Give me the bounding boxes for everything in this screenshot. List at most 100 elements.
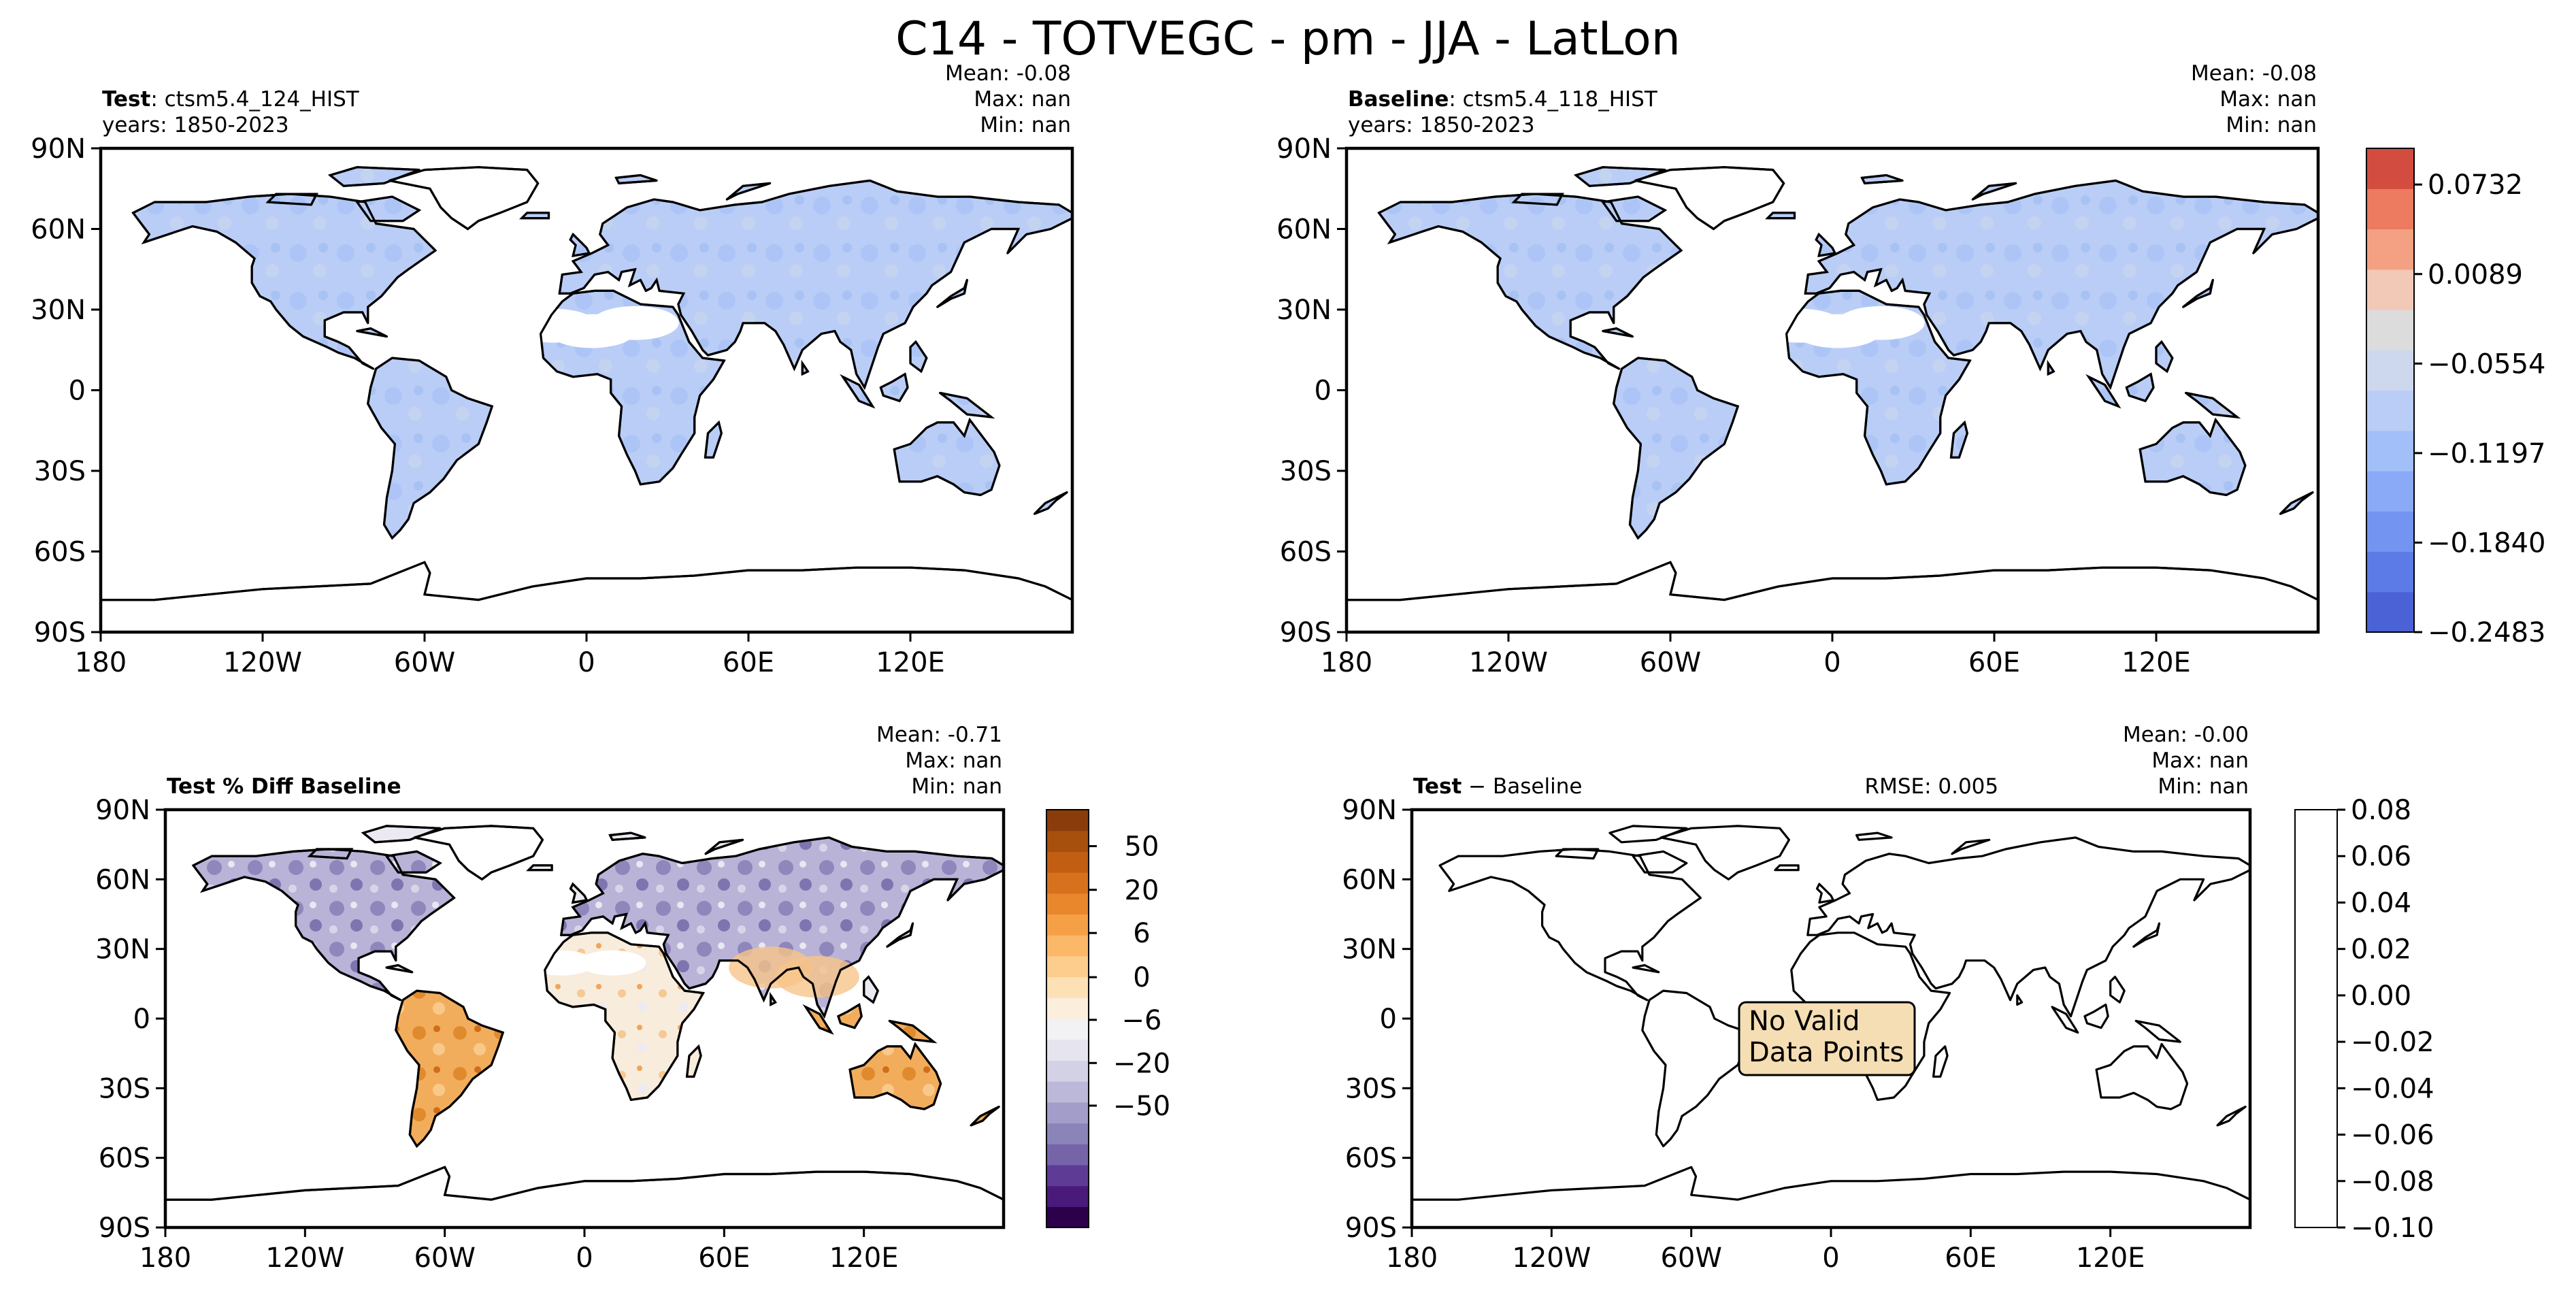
coastline [265,193,318,206]
land-madagascar [1932,1045,1949,1078]
x-tick-label: 120W [223,647,302,678]
coastline [726,182,771,201]
colorbar-tick-label: −20 [1113,1048,1170,1079]
y-tick-label: 90N [95,795,150,826]
land-sumatra [2051,1006,2079,1034]
colorbar-tick-label: 0 [1133,962,1150,993]
colorbar-swatch [1046,1081,1089,1103]
coastline [970,1106,1000,1127]
coast-greenland [413,825,544,880]
coastline [2185,391,2241,419]
colorbar-swatch [2366,188,2414,230]
coastline [539,289,726,486]
map-area [1412,825,2250,1227]
coastline [802,1004,834,1035]
colorbar-swatch [1046,955,1089,978]
coastline [101,561,1072,632]
land-australia [848,1042,942,1110]
panel-label-rest: − Baseline [1462,774,1582,799]
coastline [886,923,914,948]
coastline [2085,374,2121,409]
coastline [526,864,553,872]
panel-label-bold: Baseline [1348,87,1449,112]
annotation-line-2: Data Points [1749,1037,1904,1068]
colorbar-swatch [2366,430,2414,472]
x-tick-label: 60W [414,1242,475,1274]
coastline [165,1166,1004,1227]
panel-label: Test − Baseline [1413,774,1582,799]
land-texture [1767,212,1795,218]
land-japan [2132,922,2161,948]
y-tick-label: 60N [1276,214,1332,246]
panel-pct-diff: 180 120W 60W 0 60E 120E 90N 60N 30N 0 30S 60S 90S Mea… [95,723,1170,1274]
coastline [1613,357,1740,540]
coastline [1860,174,1903,185]
coastline [2139,417,2247,497]
colorbar-swatch [1046,1185,1089,1207]
colorbar-tick-label: 0.04 [2351,887,2411,919]
coastline [863,975,879,1004]
land-southAmerica [1641,989,1751,1148]
coastline [939,391,995,419]
colorbar-tick-label: 0.00 [2351,980,2411,1012]
land-texture [2126,374,2153,401]
colorbar-swatch [1046,997,1089,1019]
coastline [685,1044,702,1078]
coastline [1785,289,1972,486]
coastline [518,212,550,220]
land-northAmerica [1438,848,1702,1002]
coastline [414,825,544,881]
coast-antarctica [101,561,1072,632]
land-texture [559,180,1072,388]
land-texture [367,358,493,538]
colorbar-swatch [1046,935,1089,957]
coastline [608,831,646,841]
colorbar-tick-label: −0.1197 [2428,438,2545,469]
coastline [1972,182,2017,201]
y-tick-label: 60S [99,1143,150,1174]
colorbar-swatch [2366,229,2414,270]
annotation-line-1: No Valid [1749,1006,1860,1037]
y-tick-label: 90N [1276,133,1332,165]
coast-antarctica [1412,1166,2250,1227]
coastline [1602,327,1634,338]
coastline [2125,372,2155,403]
land-victoria [1555,848,1600,860]
land-texture [2183,280,2213,308]
panel-years: years: 1850-2023 [102,113,289,137]
x-tick-label: 180 [75,647,127,678]
y-tick-label: 60N [1342,864,1397,895]
land-texture [2140,420,2245,495]
y-tick-label: 30S [1345,1073,1397,1104]
annotation-box [1738,1001,1916,1076]
coastline [801,359,810,376]
colorbar-tick-label: −0.2483 [2428,617,2545,648]
land-baffin [1632,850,1688,874]
y-tick-label: 0 [133,1004,150,1035]
stat-max: Max: nan [974,87,1071,112]
colorbar-swatch [2366,269,2414,310]
land-texture [940,393,991,417]
x-tick-label: 180 [139,1242,191,1274]
colorbar-frame [2294,809,2338,1228]
coastline [889,1019,938,1044]
x-tick-label: 60E [698,1242,750,1274]
stat-mean: Mean: -0.71 [876,723,1002,747]
y-tick-label: 60S [1345,1143,1397,1174]
colorbar-swatch [1046,810,1089,831]
coastline [569,882,589,904]
x-tick-label: 0 [578,647,595,678]
x-tick-label: 60W [1640,647,1701,678]
colorbar-swatch [2366,551,2414,593]
stat-min: Min: nan [911,774,1002,799]
colorbar-tick-label: −0.02 [2351,1027,2434,1058]
coastline [1600,195,1668,222]
panel-test: 180 120W 60W 0 60E 120E 90N 60N 30N 0 30S 60S 90S Mea… [31,61,1074,678]
y-tick-label: 0 [69,376,86,407]
x-tick-label: 180 [1386,1242,1438,1274]
stat-mean: Mean: -0.08 [945,61,1071,86]
nodata-region [591,306,679,340]
land-ellesmere [1608,825,1688,844]
panel-label-bold: Test [102,87,151,112]
